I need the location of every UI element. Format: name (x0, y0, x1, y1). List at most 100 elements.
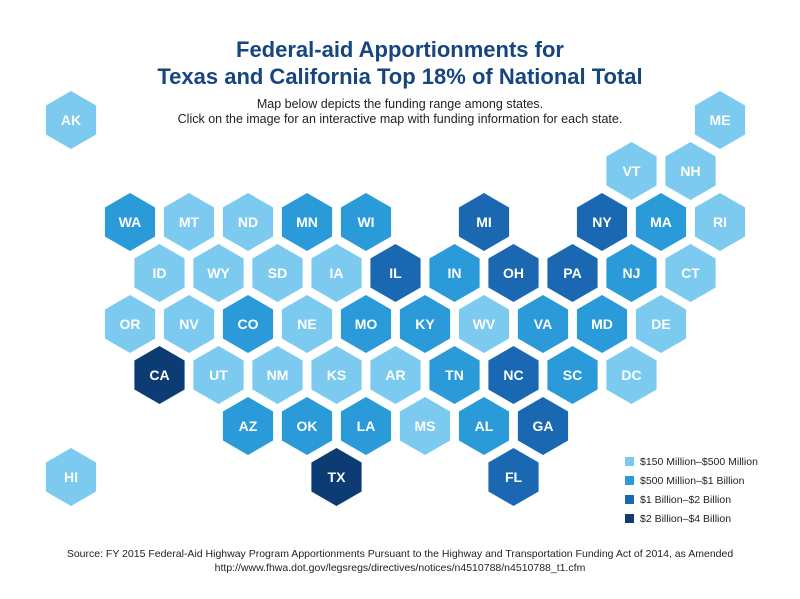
state-hex-pa[interactable]: PA (547, 244, 598, 302)
state-hex-ct[interactable]: CT (665, 244, 716, 302)
state-hex-ms[interactable]: MS (399, 397, 451, 455)
state-hex-nh[interactable]: NH (665, 142, 716, 200)
state-hex-wv[interactable]: WV (458, 295, 510, 353)
state-hex-ca[interactable]: CA (134, 346, 185, 404)
state-hex-shape[interactable] (311, 448, 362, 506)
state-hex-shape[interactable] (340, 295, 392, 353)
state-hex-sc[interactable]: SC (547, 346, 598, 404)
state-hex-hi[interactable]: HI (45, 448, 97, 506)
state-hex-ks[interactable]: KS (311, 346, 362, 404)
state-hex-shape[interactable] (694, 193, 746, 251)
state-hex-shape[interactable] (429, 346, 480, 404)
state-hex-ia[interactable]: IA (311, 244, 362, 302)
state-hex-ne[interactable]: NE (281, 295, 333, 353)
state-hex-shape[interactable] (222, 193, 274, 251)
state-hex-shape[interactable] (222, 397, 274, 455)
state-hex-shape[interactable] (222, 295, 274, 353)
state-hex-al[interactable]: AL (458, 397, 510, 455)
state-hex-wa[interactable]: WA (104, 193, 156, 251)
state-hex-la[interactable]: LA (340, 397, 392, 455)
state-hex-shape[interactable] (576, 193, 628, 251)
state-hex-shape[interactable] (488, 346, 539, 404)
state-hex-shape[interactable] (311, 244, 362, 302)
state-hex-oh[interactable]: OH (488, 244, 539, 302)
state-hex-mn[interactable]: MN (281, 193, 333, 251)
state-hex-shape[interactable] (252, 244, 303, 302)
state-hex-va[interactable]: VA (517, 295, 569, 353)
state-hex-shape[interactable] (340, 397, 392, 455)
state-hex-shape[interactable] (370, 346, 421, 404)
state-hex-shape[interactable] (104, 193, 156, 251)
state-hex-shape[interactable] (193, 244, 244, 302)
state-hex-shape[interactable] (399, 295, 451, 353)
state-hex-nm[interactable]: NM (252, 346, 303, 404)
state-hex-tx[interactable]: TX (311, 448, 362, 506)
state-hex-shape[interactable] (104, 295, 156, 353)
state-hex-ky[interactable]: KY (399, 295, 451, 353)
state-hex-shape[interactable] (606, 244, 657, 302)
state-hex-wi[interactable]: WI (340, 193, 392, 251)
state-hex-shape[interactable] (134, 244, 185, 302)
state-hex-shape[interactable] (517, 397, 569, 455)
state-hex-shape[interactable] (370, 244, 421, 302)
state-hex-sd[interactable]: SD (252, 244, 303, 302)
state-hex-de[interactable]: DE (635, 295, 687, 353)
state-hex-shape[interactable] (606, 346, 657, 404)
state-hex-shape[interactable] (576, 295, 628, 353)
state-hex-shape[interactable] (665, 244, 716, 302)
state-hex-nd[interactable]: ND (222, 193, 274, 251)
state-hex-shape[interactable] (429, 244, 480, 302)
state-hex-shape[interactable] (635, 295, 687, 353)
state-hex-tn[interactable]: TN (429, 346, 480, 404)
state-hex-az[interactable]: AZ (222, 397, 274, 455)
state-hex-ar[interactable]: AR (370, 346, 421, 404)
state-hex-ri[interactable]: RI (694, 193, 746, 251)
state-hex-mt[interactable]: MT (163, 193, 215, 251)
state-hex-shape[interactable] (547, 244, 598, 302)
state-hex-dc[interactable]: DC (606, 346, 657, 404)
state-hex-shape[interactable] (665, 142, 716, 200)
state-hex-nc[interactable]: NC (488, 346, 539, 404)
source-url[interactable]: http://www.fhwa.dot.gov/legsregs/directi… (214, 562, 586, 574)
state-hex-vt[interactable]: VT (606, 142, 657, 200)
state-hex-shape[interactable] (163, 193, 215, 251)
state-hex-in[interactable]: IN (429, 244, 480, 302)
state-hex-shape[interactable] (547, 346, 598, 404)
state-hex-shape[interactable] (340, 193, 392, 251)
state-hex-shape[interactable] (45, 448, 97, 506)
state-hex-shape[interactable] (458, 397, 510, 455)
state-hex-fl[interactable]: FL (488, 448, 539, 506)
state-hex-md[interactable]: MD (576, 295, 628, 353)
state-hex-mi[interactable]: MI (458, 193, 510, 251)
state-hex-ga[interactable]: GA (517, 397, 569, 455)
state-hex-shape[interactable] (694, 91, 746, 149)
state-hex-shape[interactable] (458, 193, 510, 251)
state-hex-shape[interactable] (606, 142, 657, 200)
state-hex-shape[interactable] (163, 295, 215, 353)
state-hex-shape[interactable] (488, 244, 539, 302)
state-hex-nj[interactable]: NJ (606, 244, 657, 302)
state-hex-mo[interactable]: MO (340, 295, 392, 353)
state-hex-shape[interactable] (399, 397, 451, 455)
state-hex-shape[interactable] (635, 193, 687, 251)
state-hex-shape[interactable] (281, 193, 333, 251)
state-hex-or[interactable]: OR (104, 295, 156, 353)
state-hex-shape[interactable] (517, 295, 569, 353)
state-hex-ny[interactable]: NY (576, 193, 628, 251)
state-hex-il[interactable]: IL (370, 244, 421, 302)
state-hex-shape[interactable] (281, 397, 333, 455)
state-hex-shape[interactable] (311, 346, 362, 404)
state-hex-shape[interactable] (281, 295, 333, 353)
state-hex-shape[interactable] (458, 295, 510, 353)
state-hex-me[interactable]: ME (694, 91, 746, 149)
state-hex-co[interactable]: CO (222, 295, 274, 353)
state-hex-id[interactable]: ID (134, 244, 185, 302)
state-hex-ak[interactable]: AK (45, 91, 97, 149)
state-hex-ut[interactable]: UT (193, 346, 244, 404)
state-hex-shape[interactable] (134, 346, 185, 404)
state-hex-nv[interactable]: NV (163, 295, 215, 353)
state-hex-ok[interactable]: OK (281, 397, 333, 455)
state-hex-shape[interactable] (45, 91, 97, 149)
state-hex-ma[interactable]: MA (635, 193, 687, 251)
